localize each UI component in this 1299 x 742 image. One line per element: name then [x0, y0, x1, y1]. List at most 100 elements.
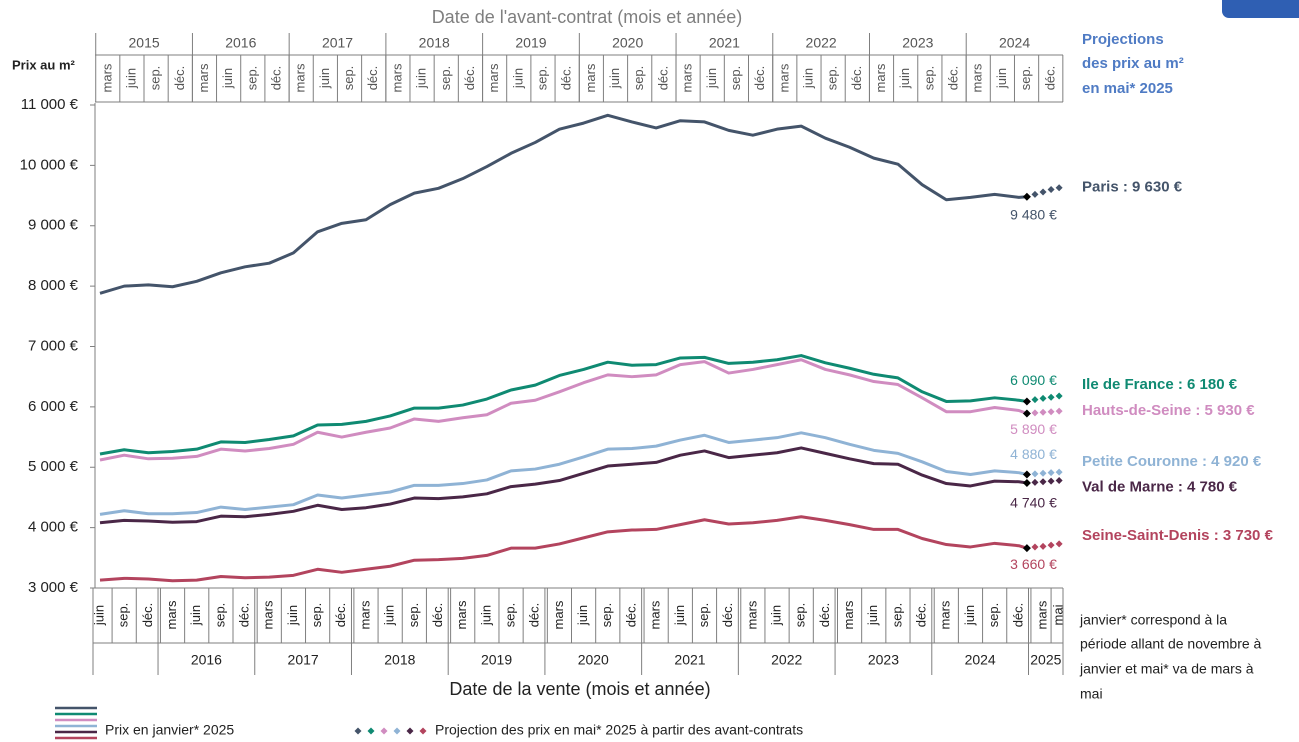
x-tick-label: sep. — [309, 603, 324, 628]
top-year-label: 2016 — [225, 35, 256, 51]
top-tick-label: mars — [776, 63, 791, 92]
x-tick-label: juin — [478, 605, 493, 626]
series-label: Paris : 9 630 € — [1082, 179, 1183, 196]
projection-point — [1055, 540, 1063, 548]
projection-point — [1039, 542, 1047, 550]
top-tick-label: déc. — [365, 66, 380, 91]
top-tick-label: sep. — [438, 66, 453, 91]
series-line — [99, 113, 1028, 295]
y-tick-label: 11 000 € — [21, 96, 79, 113]
series-line — [99, 358, 1028, 462]
x-year-label: 2024 — [965, 652, 996, 668]
top-tick-label: mars — [680, 63, 695, 92]
x-tick-label: juin — [768, 605, 783, 626]
footnote-line: période allant de novembre à — [1080, 636, 1262, 652]
top-tick-label: mars — [99, 63, 114, 92]
footnote-line: mai — [1080, 686, 1103, 702]
projection-point — [1031, 470, 1039, 478]
x-tick-label: juin — [962, 605, 977, 626]
y-tick-label: 9 000 € — [28, 217, 79, 234]
x-tick-label: mars — [164, 600, 179, 629]
latest-point — [1022, 409, 1031, 418]
x-tick-label: sep. — [599, 603, 614, 628]
projection-point — [1055, 407, 1063, 415]
x-year-label: 2019 — [481, 652, 512, 668]
top-year-label: 2018 — [419, 35, 450, 51]
x-tick-label: mars — [357, 600, 372, 629]
latest-point — [1022, 397, 1031, 406]
projection-point — [1047, 477, 1055, 485]
top-tick-label: déc. — [1042, 66, 1057, 91]
x-axis-title: Date de la vente (mois et année) — [449, 679, 710, 699]
value-label: 3 660 € — [1010, 556, 1057, 572]
series-label: Hauts-de-Seine : 5 930 € — [1082, 402, 1255, 419]
legend-swatch — [419, 727, 427, 735]
x-year-label: 2023 — [868, 652, 899, 668]
projection-point — [1047, 469, 1055, 477]
top-year-label: 2022 — [806, 35, 837, 51]
x-year-label: 2017 — [288, 652, 319, 668]
top-tick-label: déc. — [752, 66, 767, 91]
projection-point — [1039, 469, 1047, 477]
projection-point — [1031, 543, 1039, 551]
value-label: 4 880 € — [1010, 446, 1057, 462]
x-year-label: 2021 — [674, 652, 705, 668]
x-tick-label: mai — [1051, 604, 1066, 625]
top-tick-label: juin — [897, 68, 912, 89]
legend-swatch — [354, 727, 362, 735]
top-year-label: 2024 — [999, 35, 1030, 51]
latest-point — [1022, 470, 1031, 479]
top-tick-label: mars — [389, 63, 404, 92]
value-label: 9 480 € — [1010, 206, 1057, 222]
x-tick-label: déc. — [430, 603, 445, 628]
legend-swatch — [393, 727, 401, 735]
x-year-label: 2025 — [1030, 652, 1061, 668]
top-year-label: 2017 — [322, 35, 353, 51]
top-year-label: 2020 — [612, 35, 643, 51]
value-label: 5 890 € — [1010, 421, 1057, 437]
top-tick-label: déc. — [849, 66, 864, 91]
top-tick-label: juin — [414, 68, 429, 89]
projection-point — [1055, 184, 1063, 192]
logo — [1222, 0, 1299, 18]
series-line — [99, 446, 1028, 525]
x-tick-label: mars — [1034, 600, 1049, 629]
top-year-label: 2015 — [129, 35, 160, 51]
latest-point — [1022, 192, 1031, 201]
top-tick-label: juin — [510, 68, 525, 89]
x-tick-label: déc. — [720, 603, 735, 628]
top-year-label: 2023 — [902, 35, 933, 51]
projection-point — [1031, 409, 1039, 417]
top-tick-label: juin — [704, 68, 719, 89]
projection-point — [1031, 478, 1039, 486]
heading-line: Projections — [1082, 31, 1164, 48]
top-tick-label: sep. — [921, 66, 936, 91]
y-tick-label: 5 000 € — [28, 458, 79, 475]
heading-line: des prix au m² — [1082, 55, 1184, 72]
top-tick-label: mars — [293, 63, 308, 92]
legend-swatch — [380, 727, 388, 735]
footnote-line: janvier* correspond à la — [1079, 612, 1227, 628]
y-tick-label: 3 000 € — [28, 579, 79, 596]
series-label: Seine-Saint-Denis : 3 730 € — [1082, 527, 1274, 544]
x-tick-label: déc. — [140, 603, 155, 628]
top-tick-label: juin — [220, 68, 235, 89]
x-year-label: 2018 — [384, 652, 415, 668]
value-label: 4 740 € — [1010, 495, 1057, 511]
latest-point — [1022, 478, 1031, 487]
x-tick-label: déc. — [1010, 603, 1025, 628]
top-year-label: 2019 — [515, 35, 546, 51]
projection-point — [1039, 408, 1047, 416]
top-tick-label: sep. — [341, 66, 356, 91]
y-tick-label: 7 000 € — [28, 337, 79, 354]
x-tick-label: sep. — [116, 603, 131, 628]
top-tick-label: déc. — [559, 66, 574, 91]
legend-swatch — [367, 727, 375, 735]
top-tick-label: sep. — [534, 66, 549, 91]
series-line — [99, 431, 1028, 516]
x-tick-label: mars — [744, 600, 759, 629]
top-tick-label: juin — [317, 68, 332, 89]
series-label: Val de Marne : 4 780 € — [1082, 479, 1238, 496]
projection-point — [1039, 478, 1047, 486]
